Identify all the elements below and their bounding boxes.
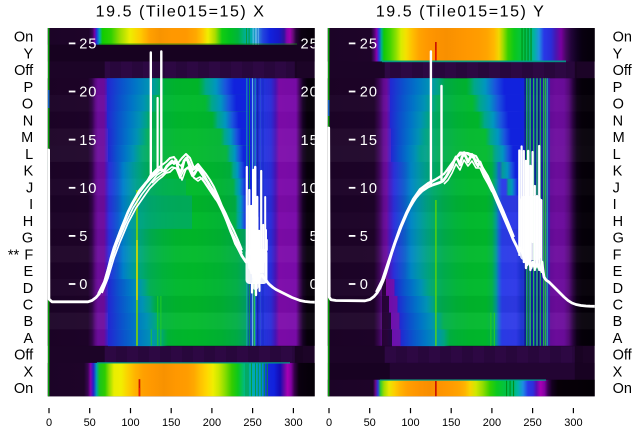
svg-text:0: 0 (79, 277, 88, 293)
svg-text:0: 0 (326, 417, 332, 429)
svg-text:G: G (22, 231, 33, 247)
svg-text:I: I (613, 197, 617, 213)
svg-text:10: 10 (360, 181, 378, 197)
svg-text:Off: Off (613, 348, 633, 364)
svg-text:J: J (26, 180, 33, 196)
svg-text:O: O (613, 97, 624, 113)
svg-text:E: E (613, 264, 623, 280)
svg-text:F: F (613, 247, 622, 263)
svg-text:150: 150 (162, 417, 180, 429)
svg-text:200: 200 (483, 417, 501, 429)
svg-text:10: 10 (79, 181, 97, 197)
svg-text:X: X (24, 365, 34, 381)
svg-text:On: On (14, 381, 33, 397)
svg-text:Off: Off (14, 63, 34, 79)
svg-text:100: 100 (121, 417, 139, 429)
svg-text:15: 15 (79, 133, 97, 149)
svg-text:25: 25 (79, 37, 97, 53)
svg-text:F: F (24, 247, 33, 263)
svg-text:H: H (23, 214, 33, 230)
svg-text:On: On (613, 381, 632, 397)
svg-text:C: C (613, 298, 623, 314)
svg-text:300: 300 (284, 417, 302, 429)
svg-text:20: 20 (360, 85, 378, 101)
svg-text:P: P (24, 80, 34, 96)
svg-text:5: 5 (79, 229, 88, 245)
svg-text:K: K (613, 164, 623, 180)
svg-text:10: 10 (301, 181, 319, 197)
svg-text:20: 20 (79, 85, 97, 101)
svg-text:M: M (21, 130, 33, 146)
svg-text:15: 15 (360, 133, 378, 149)
svg-text:C: C (23, 298, 33, 314)
svg-text:5: 5 (360, 229, 369, 245)
svg-text:300: 300 (564, 417, 582, 429)
svg-text:Y: Y (613, 46, 623, 62)
svg-text:On: On (14, 30, 33, 46)
svg-text:B: B (613, 314, 623, 330)
svg-text:250: 250 (243, 417, 261, 429)
svg-text:D: D (613, 281, 623, 297)
svg-text:L: L (25, 147, 33, 163)
svg-text:A: A (613, 331, 623, 347)
svg-text:Off: Off (613, 63, 633, 79)
svg-text:L: L (613, 147, 621, 163)
svg-text:J: J (613, 180, 620, 196)
svg-text:0: 0 (310, 277, 319, 293)
svg-text:Y: Y (24, 46, 34, 62)
svg-text:K: K (24, 164, 34, 180)
svg-text:On: On (613, 30, 632, 46)
svg-text:20: 20 (301, 85, 319, 101)
svg-text:X: X (613, 365, 623, 381)
svg-text:H: H (613, 214, 623, 230)
svg-text:A: A (24, 331, 34, 347)
svg-text:P: P (613, 80, 623, 96)
svg-text:50: 50 (364, 417, 376, 429)
svg-text:25: 25 (360, 37, 378, 53)
svg-text:25: 25 (301, 37, 319, 53)
svg-text:5: 5 (310, 229, 319, 245)
svg-text:I: I (29, 197, 33, 213)
svg-text:15: 15 (301, 133, 319, 149)
svg-text:O: O (22, 97, 33, 113)
svg-text:100: 100 (401, 417, 419, 429)
svg-text:200: 200 (203, 417, 221, 429)
svg-text:0: 0 (360, 277, 369, 293)
svg-text:**: ** (8, 247, 20, 263)
svg-text:M: M (613, 130, 625, 146)
svg-text:0: 0 (46, 417, 52, 429)
svg-text:G: G (613, 231, 624, 247)
svg-text:B: B (24, 314, 34, 330)
svg-text:150: 150 (442, 417, 460, 429)
svg-text:E: E (24, 264, 34, 280)
svg-text:19.5 (Tile015=15) Y: 19.5 (Tile015=15) Y (376, 4, 546, 21)
svg-text:D: D (23, 281, 33, 297)
svg-text:250: 250 (523, 417, 541, 429)
svg-text:50: 50 (84, 417, 96, 429)
svg-text:N: N (613, 113, 623, 129)
svg-text:Off: Off (14, 348, 34, 364)
svg-text:N: N (23, 113, 33, 129)
svg-text:19.5 (Tile015=15) X: 19.5 (Tile015=15) X (96, 4, 266, 21)
